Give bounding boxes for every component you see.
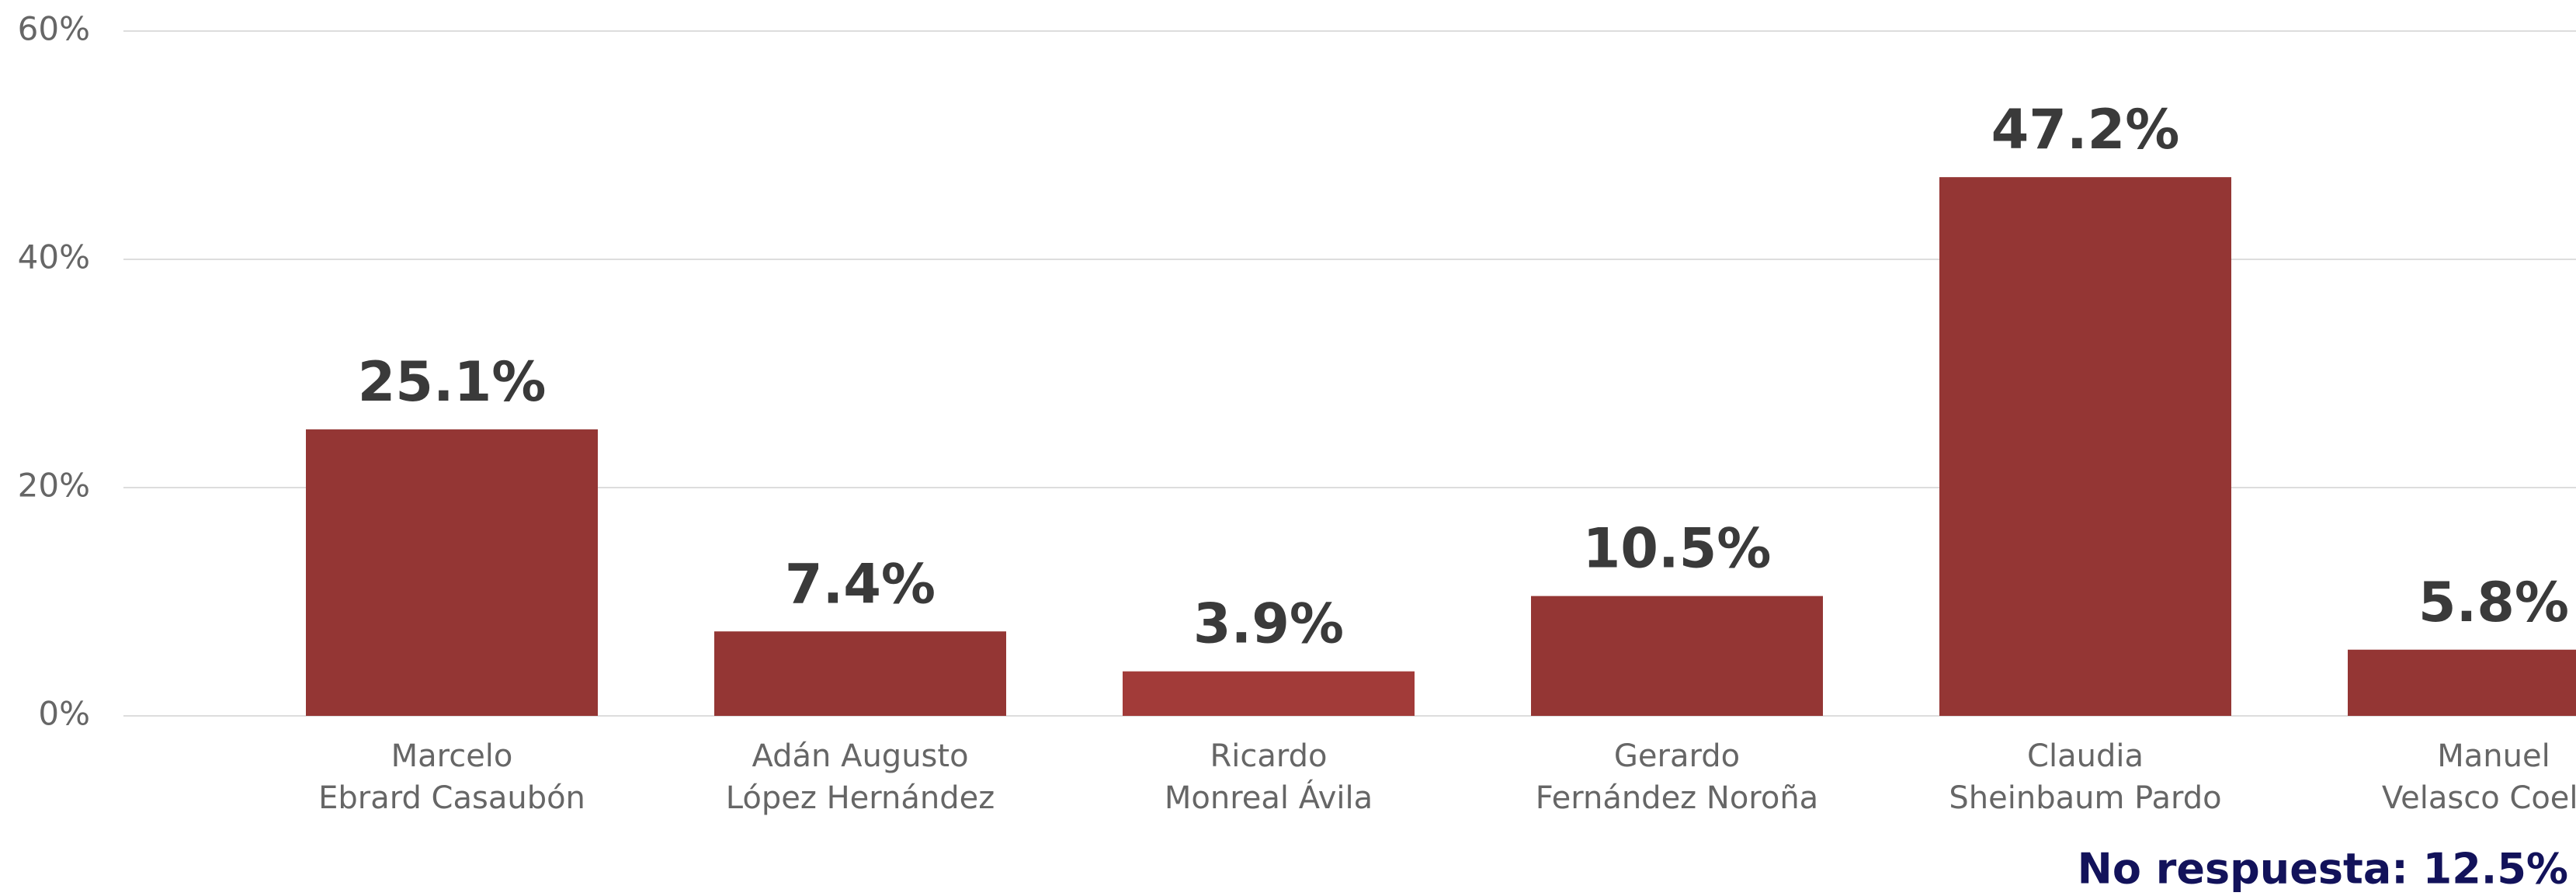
value-label: 7.4% — [785, 552, 936, 616]
x-tick-label: Fernández Noroña — [1536, 780, 1818, 816]
x-tick-label: Sheinbaum Pardo — [1949, 780, 2221, 816]
x-tick-label: Ricardo — [1210, 738, 1327, 774]
x-tick-label: Adán Augusto — [752, 738, 968, 774]
bar — [1123, 671, 1415, 716]
x-tick-label: Ebrard Casaubón — [318, 780, 585, 816]
x-tick-label: Monreal Ávila — [1165, 779, 1373, 816]
value-label: 25.1% — [358, 350, 547, 414]
x-tick-label: Marcelo — [391, 738, 513, 774]
x-tick-label: Claudia — [2027, 738, 2144, 774]
value-label: 3.9% — [1193, 592, 1344, 656]
bar — [714, 631, 1006, 716]
x-tick-label: Gerardo — [1614, 738, 1740, 774]
bar — [1531, 596, 1823, 716]
x-tick-label: Velasco Coello — [2382, 780, 2576, 816]
y-tick-label: 0% — [38, 695, 90, 733]
y-tick-label: 40% — [18, 238, 90, 276]
bar — [306, 429, 598, 716]
value-label: 10.5% — [1583, 517, 1772, 581]
y-tick-label: 20% — [18, 467, 90, 505]
bar — [2348, 649, 2576, 716]
x-tick-label: López Hernández — [726, 780, 995, 816]
y-tick-label: 60% — [18, 10, 90, 48]
x-tick-label: Manuel — [2437, 738, 2550, 774]
value-label: 47.2% — [1991, 98, 2180, 161]
value-label: 5.8% — [2418, 571, 2569, 634]
bar — [1939, 177, 2231, 716]
annotation: No respuesta: 12.5% — [2078, 845, 2568, 894]
